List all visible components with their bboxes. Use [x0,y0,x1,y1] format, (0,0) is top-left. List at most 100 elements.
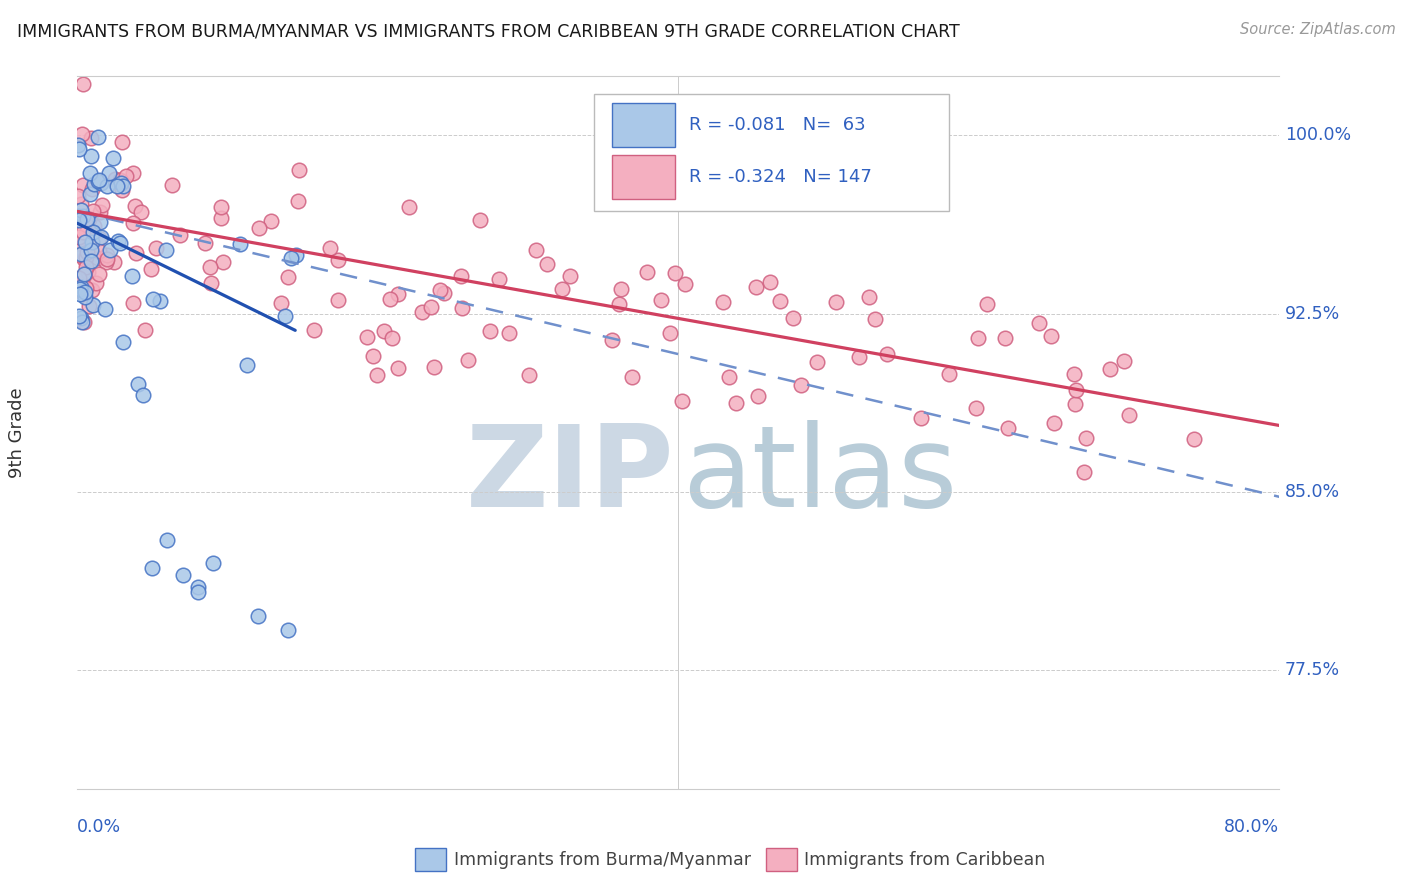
Point [73,269,96,284]
Point [198,260,221,274]
Point [82,203,104,218]
Point [80,243,103,257]
Point [145,241,167,255]
Point [108,173,131,187]
Point [82,225,104,239]
Point [76,211,98,226]
Point [103,151,125,165]
Point [112,178,135,193]
Point [1073,465,1095,479]
Point [121,269,143,284]
Text: IMMIGRANTS FROM BURMA/MYANMAR VS IMMIGRANTS FROM CARIBBEAN 9TH GRADE CORRELATION: IMMIGRANTS FROM BURMA/MYANMAR VS IMMIGRA… [17,22,960,40]
Point [89,173,111,187]
Point [87,173,110,187]
Point [82,227,104,242]
Point [848,351,870,365]
Point [67,270,90,285]
Point [747,389,769,403]
Point [558,268,581,283]
Text: 80.0%: 80.0% [1225,818,1279,836]
Point [114,169,136,183]
Point [1064,383,1087,397]
Point [328,293,350,308]
Point [96,252,118,267]
Point [82,226,104,240]
Point [98,243,121,257]
Point [75,211,97,225]
Point [551,282,574,296]
Point [89,215,111,229]
Point [664,267,686,281]
Point [72,225,94,239]
Point [98,166,121,180]
Point [235,359,257,373]
Point [858,290,880,304]
Point [976,297,998,311]
Point [67,138,90,153]
Point [77,212,100,227]
Point [172,568,194,582]
FancyBboxPatch shape [595,94,949,211]
Point [621,369,644,384]
Point [285,248,308,262]
Text: 85.0%: 85.0% [1285,483,1340,501]
Point [194,235,217,250]
Point [125,245,148,260]
Point [910,410,932,425]
Point [66,209,89,223]
Point [80,254,103,268]
Point [72,77,94,91]
Point [610,282,633,296]
Point [280,251,302,265]
Point [186,580,209,594]
Point [90,230,112,244]
Point [498,326,520,340]
Point [69,286,91,301]
Point [938,367,960,381]
Point [108,235,131,250]
Point [72,286,94,301]
Point [121,295,143,310]
Point [671,394,693,409]
Point [488,272,510,286]
Point [288,162,311,177]
Point [411,305,433,319]
Point [67,142,90,156]
Point [1039,329,1062,343]
Point [141,561,163,575]
Point [536,257,558,271]
Text: Immigrants from Burma/Myanmar: Immigrants from Burma/Myanmar [454,851,751,869]
Bar [612,103,675,147]
Point [361,349,384,363]
Point [201,557,224,571]
Point [169,228,191,243]
Point [381,331,404,345]
Point [132,388,155,402]
Point [160,178,183,192]
Point [84,277,107,291]
Point [717,370,740,384]
Point [517,368,540,382]
Point [524,244,547,258]
Point [105,179,128,194]
Point [75,235,97,250]
Point [965,401,987,415]
Point [103,255,125,269]
Point [769,294,792,309]
Point [87,130,110,145]
Point [87,252,110,266]
Point [104,172,127,186]
Point [155,243,177,257]
Point [1064,397,1087,411]
Point [782,311,804,326]
Point [1118,408,1140,422]
Point [607,297,630,311]
Point [77,238,100,252]
Point [1182,432,1205,446]
Point [790,378,813,392]
Point [209,211,232,226]
Point [429,283,451,297]
Text: 9th Grade: 9th Grade [8,387,25,478]
Point [69,248,91,262]
Point [83,178,105,192]
